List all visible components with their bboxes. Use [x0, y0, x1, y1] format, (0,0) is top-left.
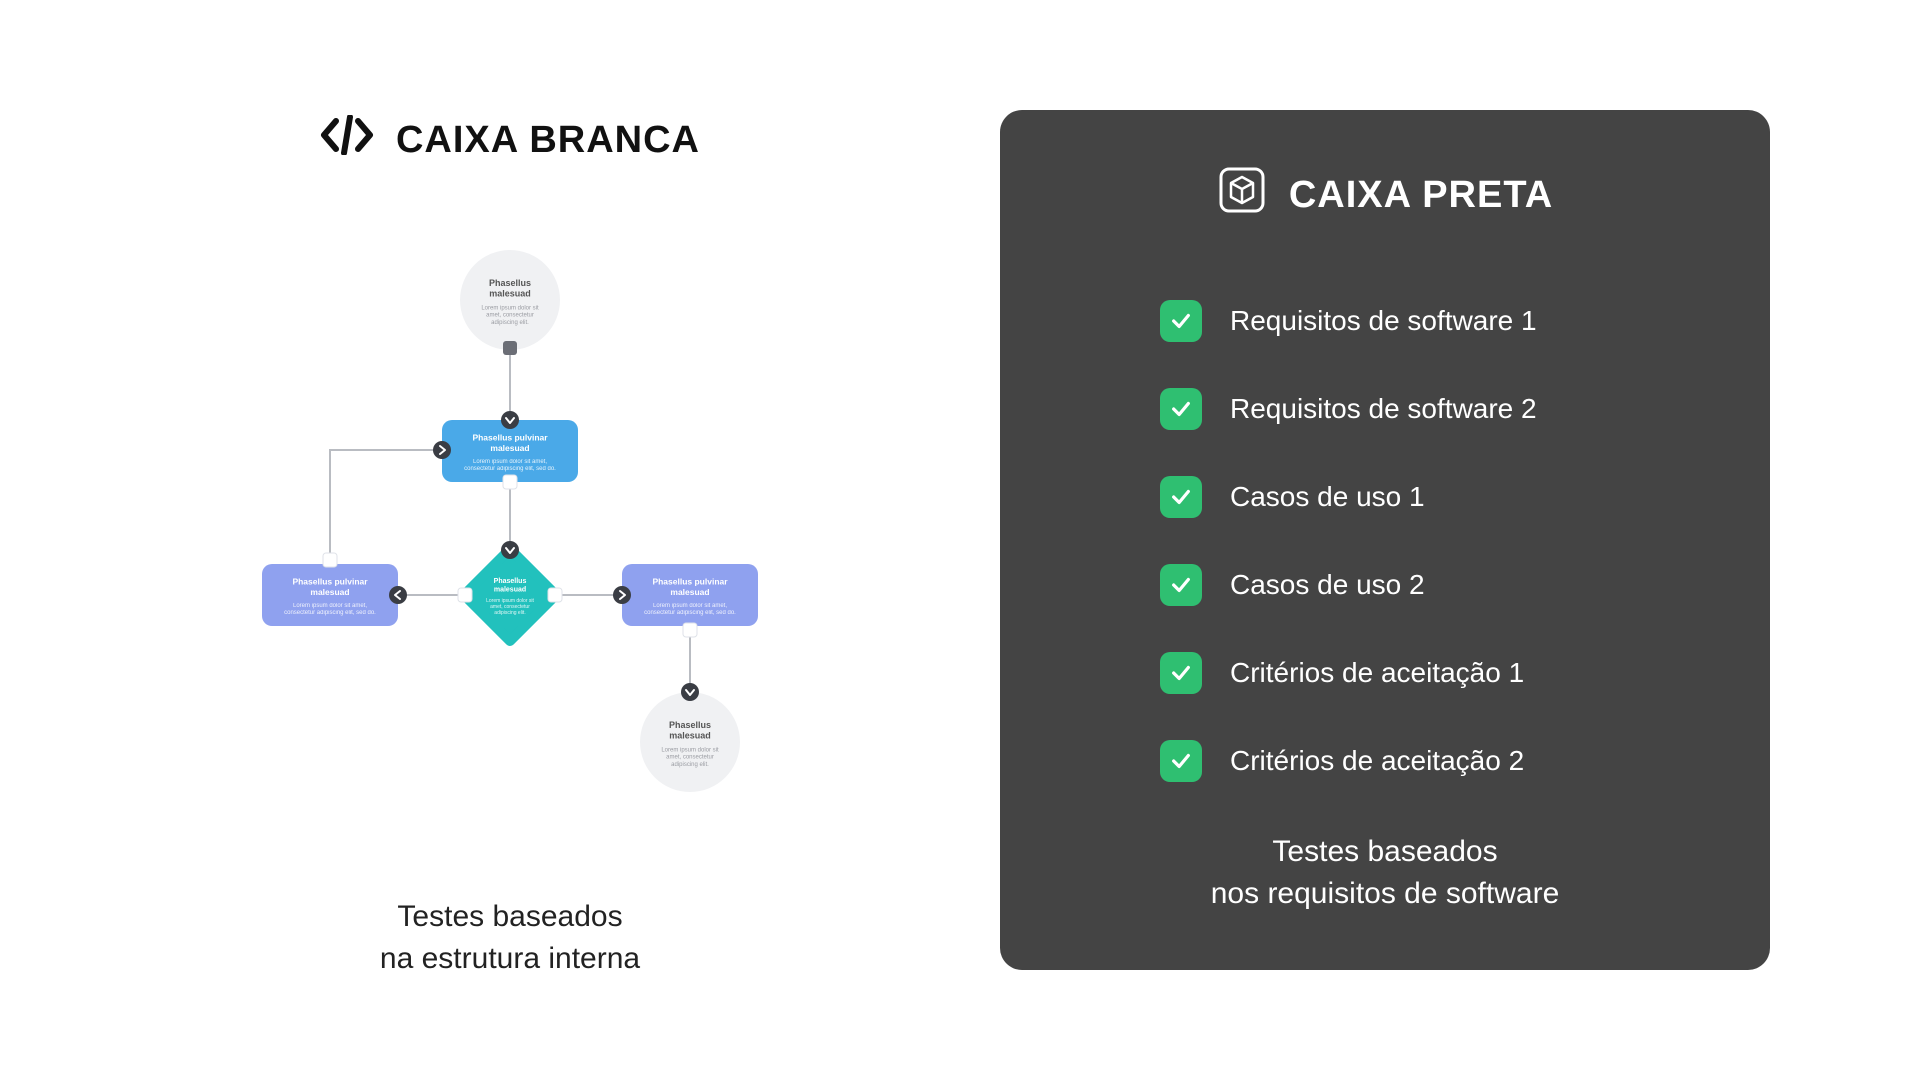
svg-text:Lorem ipsum dolor sit amet,: Lorem ipsum dolor sit amet,	[293, 603, 367, 609]
svg-text:Lorem ipsum dolor sit: Lorem ipsum dolor sit	[661, 748, 719, 754]
check-icon	[1160, 388, 1202, 430]
svg-text:Lorem ipsum dolor sit: Lorem ipsum dolor sit	[481, 306, 539, 312]
check-item: Requisitos de software 2	[1160, 388, 1710, 430]
svg-text:amet, consectetur: amet, consectetur	[666, 755, 714, 761]
flow-node-blue-box: Phasellus pulvinarmalesuad Lorem ipsum do…	[442, 420, 578, 482]
black-box-panel: CAIXA PRETA Requisitos de software 1Requ…	[1000, 110, 1770, 970]
checklist: Requisitos de software 1 Requisitos de so…	[1160, 300, 1710, 782]
check-item-label: Casos de uso 1	[1230, 481, 1425, 513]
svg-text:adipiscing elit.: adipiscing elit.	[494, 610, 525, 616]
white-box-panel: CAIXA BRANCA PhasellusmalesuadLorem ipsu…	[80, 80, 940, 1000]
flow-node-diamond: PhasellusmalesuadLorem ipsum dolor sitam…	[464, 549, 556, 641]
check-icon	[1160, 652, 1202, 694]
svg-text:Phasellus: Phasellus	[669, 720, 711, 730]
black-panel-caption: Testes baseados nos requisitos de softwa…	[1000, 831, 1770, 915]
caption-line: Testes baseados	[1272, 835, 1497, 868]
flow-node-bottom-circle: Phasellusmalesuad Lorem ipsum dolor sitam…	[640, 692, 740, 792]
white-panel-caption: Testes baseados na estrutura interna	[80, 896, 940, 980]
svg-text:malesuad: malesuad	[669, 731, 711, 741]
check-icon	[1160, 564, 1202, 606]
caption-line: Testes baseados	[397, 900, 622, 933]
check-icon	[1160, 300, 1202, 342]
caption-line: nos requisitos de software	[1211, 877, 1560, 910]
white-panel-title-row: CAIXA BRANCA	[80, 115, 940, 165]
check-icon	[1160, 740, 1202, 782]
flow-node-top-circle: Phasellusmalesuad Lorem ipsum dolor sitam…	[460, 250, 560, 350]
svg-text:malesuad: malesuad	[310, 587, 349, 597]
svg-text:malesuad: malesuad	[494, 587, 526, 594]
svg-text:malesuad: malesuad	[490, 443, 529, 453]
svg-text:Phasellus pulvinar: Phasellus pulvinar	[472, 433, 548, 443]
check-item: Casos de uso 1	[1160, 476, 1710, 518]
check-item: Casos de uso 2	[1160, 564, 1710, 606]
check-item-label: Requisitos de software 1	[1230, 305, 1537, 337]
flowchart-diagram: PhasellusmalesuadLorem ipsum dolor sitam…	[210, 230, 810, 810]
svg-text:malesuad: malesuad	[489, 289, 531, 299]
check-icon	[1160, 476, 1202, 518]
svg-text:consectetur adipiscing elit, s: consectetur adipiscing elit, sed do.	[284, 610, 376, 616]
check-item-label: Critérios de aceitação 2	[1230, 745, 1524, 777]
svg-text:adipiscing elit.: adipiscing elit.	[671, 762, 709, 768]
check-item: Critérios de aceitação 1	[1160, 652, 1710, 694]
flow-node-right-box: Phasellus pulvinarmalesuad Lorem ipsum do…	[622, 564, 758, 626]
svg-text:Phasellus pulvinar: Phasellus pulvinar	[292, 577, 368, 587]
caption-line: na estrutura interna	[380, 942, 640, 975]
svg-text:consectetur adipiscing elit, s: consectetur adipiscing elit, sed do.	[464, 466, 556, 472]
svg-text:Phasellus pulvinar: Phasellus pulvinar	[652, 577, 728, 587]
svg-text:Phasellus: Phasellus	[494, 578, 527, 585]
svg-text:Lorem ipsum dolor sit amet,: Lorem ipsum dolor sit amet,	[653, 603, 727, 609]
check-item: Critérios de aceitação 2	[1160, 740, 1710, 782]
check-item: Requisitos de software 1	[1160, 300, 1710, 342]
code-icon	[320, 115, 374, 165]
svg-text:amet, consectetur: amet, consectetur	[486, 313, 534, 319]
check-item-label: Requisitos de software 2	[1230, 393, 1537, 425]
check-item-label: Casos de uso 2	[1230, 569, 1425, 601]
svg-text:Lorem ipsum dolor sit amet,: Lorem ipsum dolor sit amet,	[473, 459, 547, 465]
white-panel-title: CAIXA BRANCA	[396, 119, 700, 162]
svg-text:Phasellus: Phasellus	[489, 278, 531, 288]
box-icon	[1217, 165, 1267, 225]
check-item-label: Critérios de aceitação 1	[1230, 657, 1524, 689]
svg-text:consectetur adipiscing elit, s: consectetur adipiscing elit, sed do.	[644, 610, 736, 616]
svg-text:adipiscing elit.: adipiscing elit.	[491, 320, 529, 326]
flow-node-left-box: Phasellus pulvinarmalesuad Lorem ipsum do…	[262, 564, 398, 626]
black-panel-title: CAIXA PRETA	[1289, 174, 1553, 217]
svg-text:malesuad: malesuad	[670, 587, 709, 597]
black-panel-title-row: CAIXA PRETA	[1000, 165, 1770, 225]
